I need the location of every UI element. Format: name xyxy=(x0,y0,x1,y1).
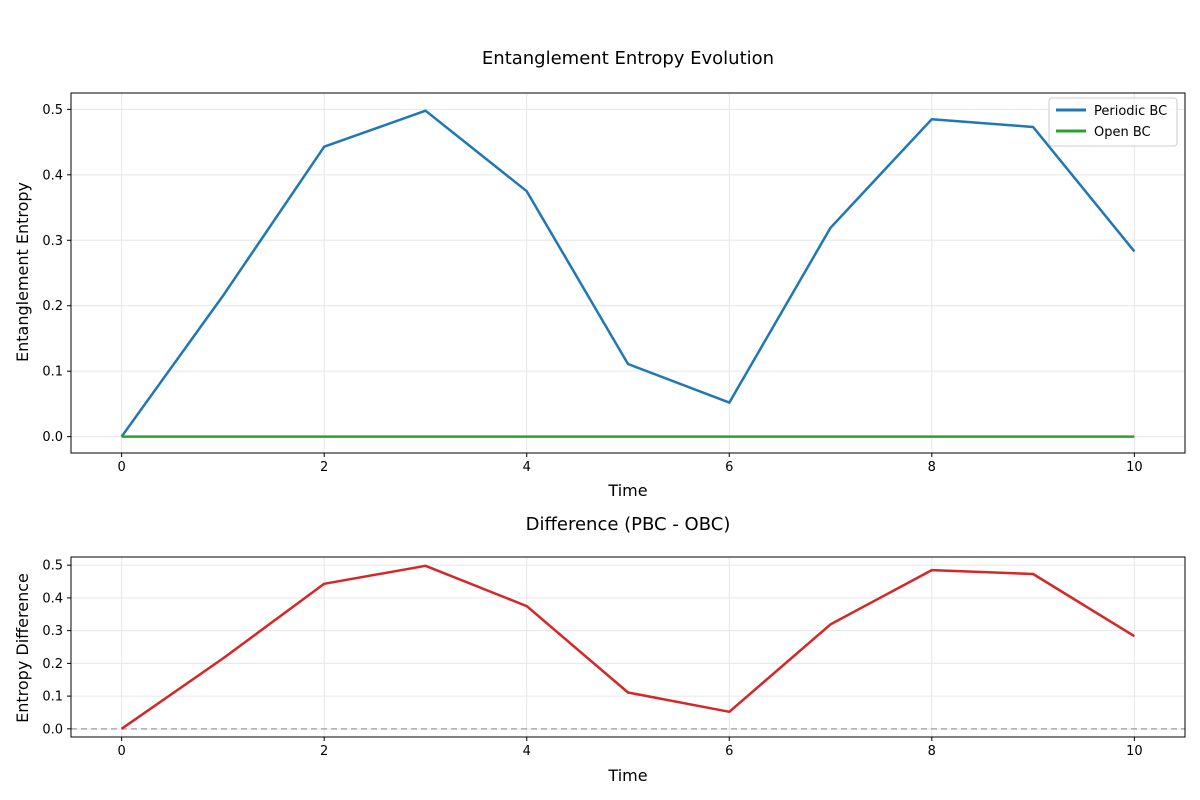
difference-chart: Difference (PBC - OBC) 0 2 4 6 8 10 0.0 0.1 0.2… xyxy=(13,514,1186,785)
y-tick-label: 0.4 xyxy=(42,168,63,183)
plot-frame xyxy=(70,556,1186,738)
x-tick-label: 2 xyxy=(320,744,328,759)
x-axis-ticks: 0 2 4 6 8 10 xyxy=(117,737,1143,759)
x-tick-label: 2 xyxy=(320,460,328,475)
y-tick-label: 0.5 xyxy=(42,559,63,574)
x-tick-label: 4 xyxy=(523,460,531,475)
y-axis-label: Entropy Difference xyxy=(13,573,32,723)
y-axis-label: Entanglement Entropy xyxy=(13,182,32,362)
y-tick-label: 0.1 xyxy=(42,365,63,380)
periodic-bc-series-line xyxy=(120,109,1136,438)
y-axis-ticks: 0.0 0.1 0.2 0.3 0.4 0.5 xyxy=(42,103,71,445)
x-tick-label: 8 xyxy=(928,744,936,759)
x-tick-label: 4 xyxy=(523,744,531,759)
x-tick-label: 0 xyxy=(117,744,125,759)
x-tick-label: 6 xyxy=(725,744,733,759)
legend: Periodic BC Open BC xyxy=(1048,97,1178,147)
y-tick-label: 0.0 xyxy=(42,722,63,737)
x-tick-label: 0 xyxy=(117,460,125,475)
difference-series-line xyxy=(120,564,1136,730)
entropy-evolution-chart: Entanglement Entropy Evolution 0 2 4 6 8 10 0… xyxy=(13,48,1186,500)
series-layer xyxy=(120,564,1136,730)
x-tick-label: 6 xyxy=(725,460,733,475)
y-tick-label: 0.5 xyxy=(42,103,63,118)
x-axis-label: Time xyxy=(607,766,647,785)
x-tick-label: 10 xyxy=(1126,460,1143,475)
legend-label-open: Open BC xyxy=(1094,125,1151,140)
x-axis-ticks: 0 2 4 6 8 10 xyxy=(117,453,1143,475)
chart-title: Entanglement Entropy Evolution xyxy=(482,48,774,69)
y-tick-label: 0.2 xyxy=(42,299,63,314)
x-axis-label: Time xyxy=(607,481,647,500)
y-tick-label: 0.3 xyxy=(42,234,63,249)
y-axis-ticks: 0.0 0.1 0.2 0.3 0.4 0.5 xyxy=(42,559,71,737)
y-tick-label: 0.2 xyxy=(42,657,63,672)
x-tick-label: 10 xyxy=(1126,744,1143,759)
y-tick-label: 0.3 xyxy=(42,624,63,639)
y-tick-label: 0.4 xyxy=(42,591,63,606)
plot-frame xyxy=(70,92,1186,454)
series-layer xyxy=(120,109,1136,438)
legend-label-periodic: Periodic BC xyxy=(1094,104,1167,119)
x-tick-label: 8 xyxy=(928,460,936,475)
y-tick-label: 0.0 xyxy=(42,430,63,445)
y-tick-label: 0.1 xyxy=(42,690,63,705)
chart-title: Difference (PBC - OBC) xyxy=(526,514,731,535)
